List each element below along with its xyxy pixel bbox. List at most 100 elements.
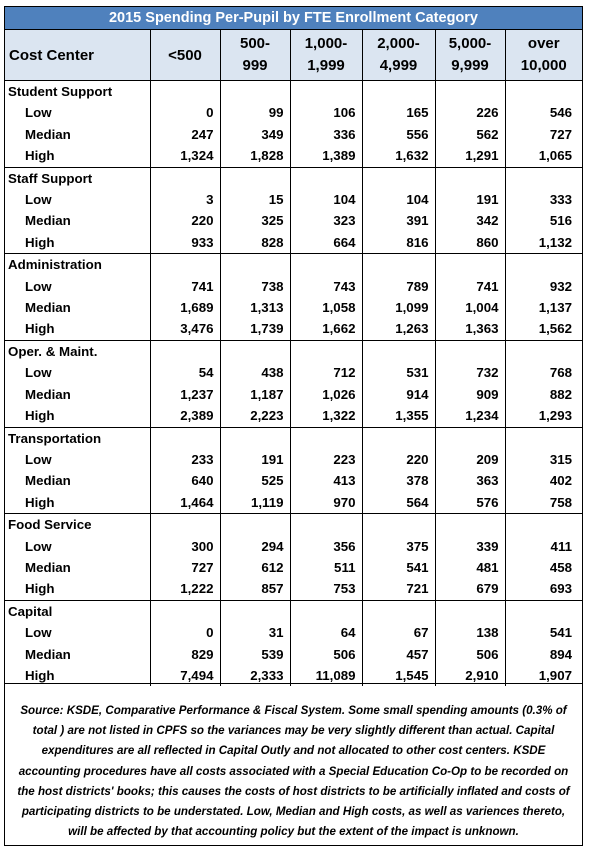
table-row: High 2,389 2,223 1,322 1,355 1,234 1,293 xyxy=(5,405,582,427)
value-cell: 712 xyxy=(289,362,362,384)
value-cell: 693 xyxy=(504,578,582,601)
value-cell: 2,910 xyxy=(434,664,505,687)
empty-cell xyxy=(149,426,220,449)
table-row: Low 54 438 712 531 732 768 xyxy=(5,362,582,384)
value-cell: 336 xyxy=(289,123,362,146)
value-cell: 294 xyxy=(219,535,290,557)
value-cell: 516 xyxy=(504,210,582,232)
row-label: High xyxy=(25,321,55,337)
empty-cell xyxy=(361,426,435,449)
table-row: Median 1,237 1,187 1,026 914 909 882 xyxy=(5,383,582,406)
header-under-500: <500 xyxy=(149,30,220,81)
row-label: High xyxy=(25,581,55,597)
empty-cell xyxy=(289,513,362,536)
table-title: 2015 Spending Per-Pupil by FTE Enrollmen… xyxy=(5,7,582,30)
value-cell: 1,119 xyxy=(219,491,290,514)
value-cell: 342 xyxy=(434,210,505,232)
value-cell: 226 xyxy=(434,102,505,124)
empty-cell xyxy=(434,80,505,103)
value-cell: 816 xyxy=(361,231,435,254)
table-row: High 1,324 1,828 1,389 1,632 1,291 1,065 xyxy=(5,145,582,168)
empty-cell xyxy=(219,426,290,449)
row-label: Low xyxy=(25,451,52,467)
category-label: Oper. & Maint. xyxy=(5,339,150,363)
value-cell: 768 xyxy=(504,362,582,384)
table-row: Low 0 99 106 165 226 546 xyxy=(5,102,582,124)
value-cell: 402 xyxy=(504,470,582,492)
empty-cell xyxy=(219,599,290,623)
header-500-999: 500- 999 xyxy=(219,30,290,81)
value-cell: 191 xyxy=(219,448,290,471)
value-cell: 458 xyxy=(504,556,582,579)
row-label: High xyxy=(25,408,55,424)
empty-cell xyxy=(504,426,582,449)
value-cell: 138 xyxy=(434,622,505,644)
empty-cell xyxy=(149,80,220,103)
category-row: Transportation xyxy=(5,426,582,449)
value-cell: 378 xyxy=(361,470,435,492)
value-cell: 0 xyxy=(149,102,220,124)
spending-table: Cost Center <500 500- 999 1,000- 1,999 2,0… xyxy=(5,30,582,687)
empty-cell xyxy=(361,599,435,623)
value-cell: 7,494 xyxy=(149,664,220,687)
row-label: Low xyxy=(25,538,52,554)
value-cell: 679 xyxy=(434,578,505,601)
empty-cell xyxy=(149,599,220,623)
empty-cell xyxy=(361,513,435,536)
value-cell: 104 xyxy=(289,189,362,211)
empty-cell xyxy=(219,513,290,536)
value-cell: 2,389 xyxy=(149,405,220,427)
row-label: Low xyxy=(25,192,52,208)
value-cell: 1,739 xyxy=(219,318,290,341)
value-cell: 738 xyxy=(219,275,290,298)
value-cell: 1,137 xyxy=(504,297,582,319)
empty-cell xyxy=(504,599,582,623)
header-row: Cost Center <500 500- 999 1,000- 1,999 2,0… xyxy=(5,30,582,81)
value-cell: 576 xyxy=(434,491,505,514)
empty-cell xyxy=(149,253,220,276)
spending-table-frame: 2015 Spending Per-Pupil by FTE Enrollmen… xyxy=(4,6,583,846)
value-cell: 15 xyxy=(219,189,290,211)
row-label: Low xyxy=(25,625,52,641)
table-row: Median 829 539 506 457 506 894 xyxy=(5,643,582,665)
row-label: High xyxy=(25,148,55,164)
value-cell: 743 xyxy=(289,275,362,298)
value-cell: 531 xyxy=(361,362,435,384)
value-cell: 220 xyxy=(361,448,435,471)
value-cell: 753 xyxy=(289,578,362,601)
value-cell: 789 xyxy=(361,275,435,298)
value-cell: 375 xyxy=(361,535,435,557)
empty-cell xyxy=(289,253,362,276)
value-cell: 363 xyxy=(434,470,505,492)
table-row: Median 727 612 511 541 481 458 xyxy=(5,556,582,579)
value-cell: 457 xyxy=(361,643,435,665)
value-cell: 106 xyxy=(289,102,362,124)
value-cell: 828 xyxy=(219,231,290,254)
value-cell: 247 xyxy=(149,123,220,146)
category-label: Administration xyxy=(5,253,150,276)
value-cell: 539 xyxy=(219,643,290,665)
value-cell: 562 xyxy=(434,123,505,146)
category-row: Capital xyxy=(5,599,582,623)
value-cell: 1,291 xyxy=(434,145,505,168)
value-cell: 541 xyxy=(361,556,435,579)
category-row: Student Support xyxy=(5,80,582,103)
table-row: Low 233 191 223 220 209 315 xyxy=(5,448,582,471)
table-row: High 7,494 2,333 11,089 1,545 2,910 1,907 xyxy=(5,664,582,687)
value-cell: 1,632 xyxy=(361,145,435,168)
value-cell: 1,355 xyxy=(361,405,435,427)
category-label: Transportation xyxy=(5,426,150,449)
value-cell: 1,058 xyxy=(289,297,362,319)
value-cell: 932 xyxy=(504,275,582,298)
row-label: Median xyxy=(25,126,71,142)
category-label: Food Service xyxy=(5,513,150,536)
value-cell: 1,187 xyxy=(219,383,290,406)
value-cell: 1,907 xyxy=(504,664,582,687)
value-cell: 413 xyxy=(289,470,362,492)
value-cell: 1,324 xyxy=(149,145,220,168)
value-cell: 223 xyxy=(289,448,362,471)
table-row: Median 1,689 1,313 1,058 1,099 1,004 1,137 xyxy=(5,297,582,319)
source-note: Source: KSDE, Comparative Performance & … xyxy=(5,683,582,845)
value-cell: 220 xyxy=(149,210,220,232)
value-cell: 612 xyxy=(219,556,290,579)
